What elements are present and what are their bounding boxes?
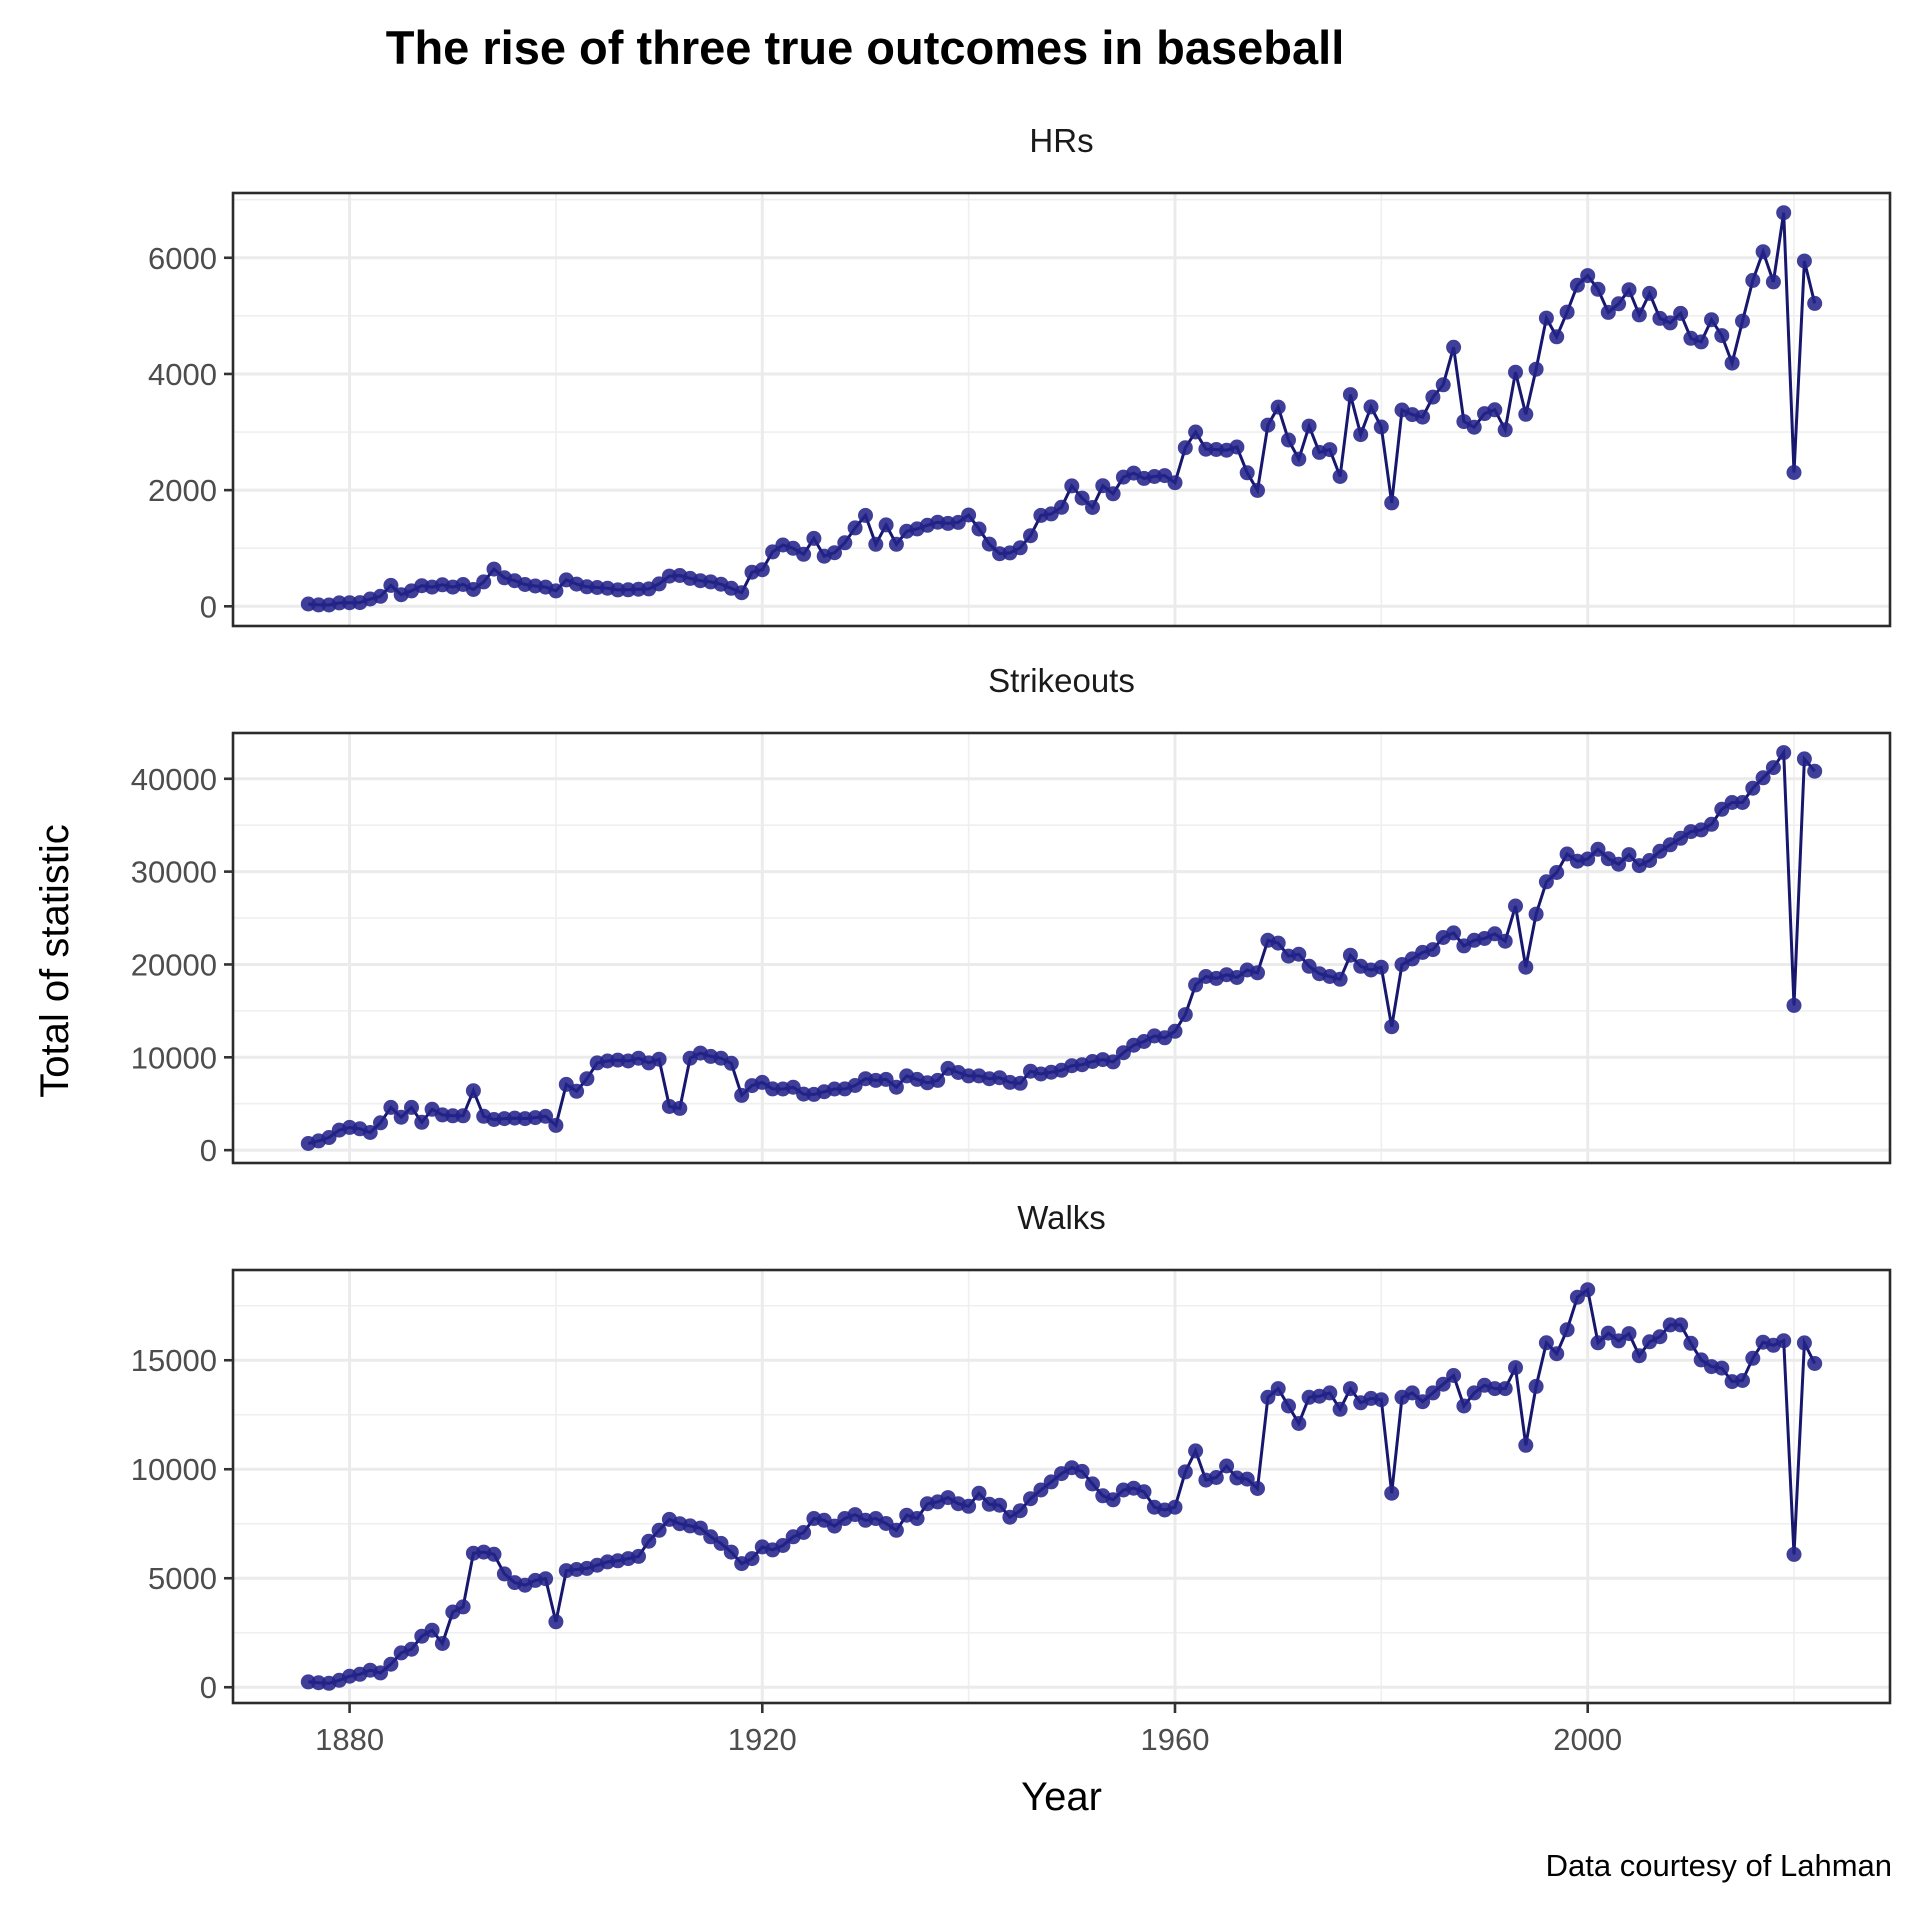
svg-text:4000: 4000 [148, 357, 217, 392]
svg-text:0: 0 [200, 1670, 217, 1705]
facet-strip-strikeouts: Strikeouts [988, 662, 1135, 699]
svg-text:1880: 1880 [315, 1722, 384, 1757]
svg-text:20000: 20000 [131, 947, 217, 982]
svg-text:15000: 15000 [131, 1343, 217, 1378]
svg-text:40000: 40000 [131, 762, 217, 797]
svg-text:5000: 5000 [148, 1561, 217, 1596]
chart-title: The rise of three true outcomes in baseb… [385, 21, 1345, 74]
facet-strip-hrs: HRs [1029, 122, 1094, 159]
y-axis-title: Total of statistic [33, 824, 77, 1098]
svg-text:1920: 1920 [728, 1722, 797, 1757]
chart-caption: Data courtesy of Lahman [1545, 1848, 1892, 1883]
svg-text:1960: 1960 [1141, 1722, 1210, 1757]
svg-text:0: 0 [200, 589, 217, 624]
svg-text:0: 0 [200, 1133, 217, 1168]
svg-text:10000: 10000 [131, 1040, 217, 1075]
svg-text:2000: 2000 [1553, 1722, 1622, 1757]
x-axis-title: Year [1021, 1775, 1102, 1819]
svg-text:10000: 10000 [131, 1452, 217, 1487]
facet-strip-walks: Walks [1017, 1199, 1106, 1236]
svg-text:6000: 6000 [148, 241, 217, 276]
svg-text:2000: 2000 [148, 473, 217, 508]
svg-text:30000: 30000 [131, 855, 217, 890]
